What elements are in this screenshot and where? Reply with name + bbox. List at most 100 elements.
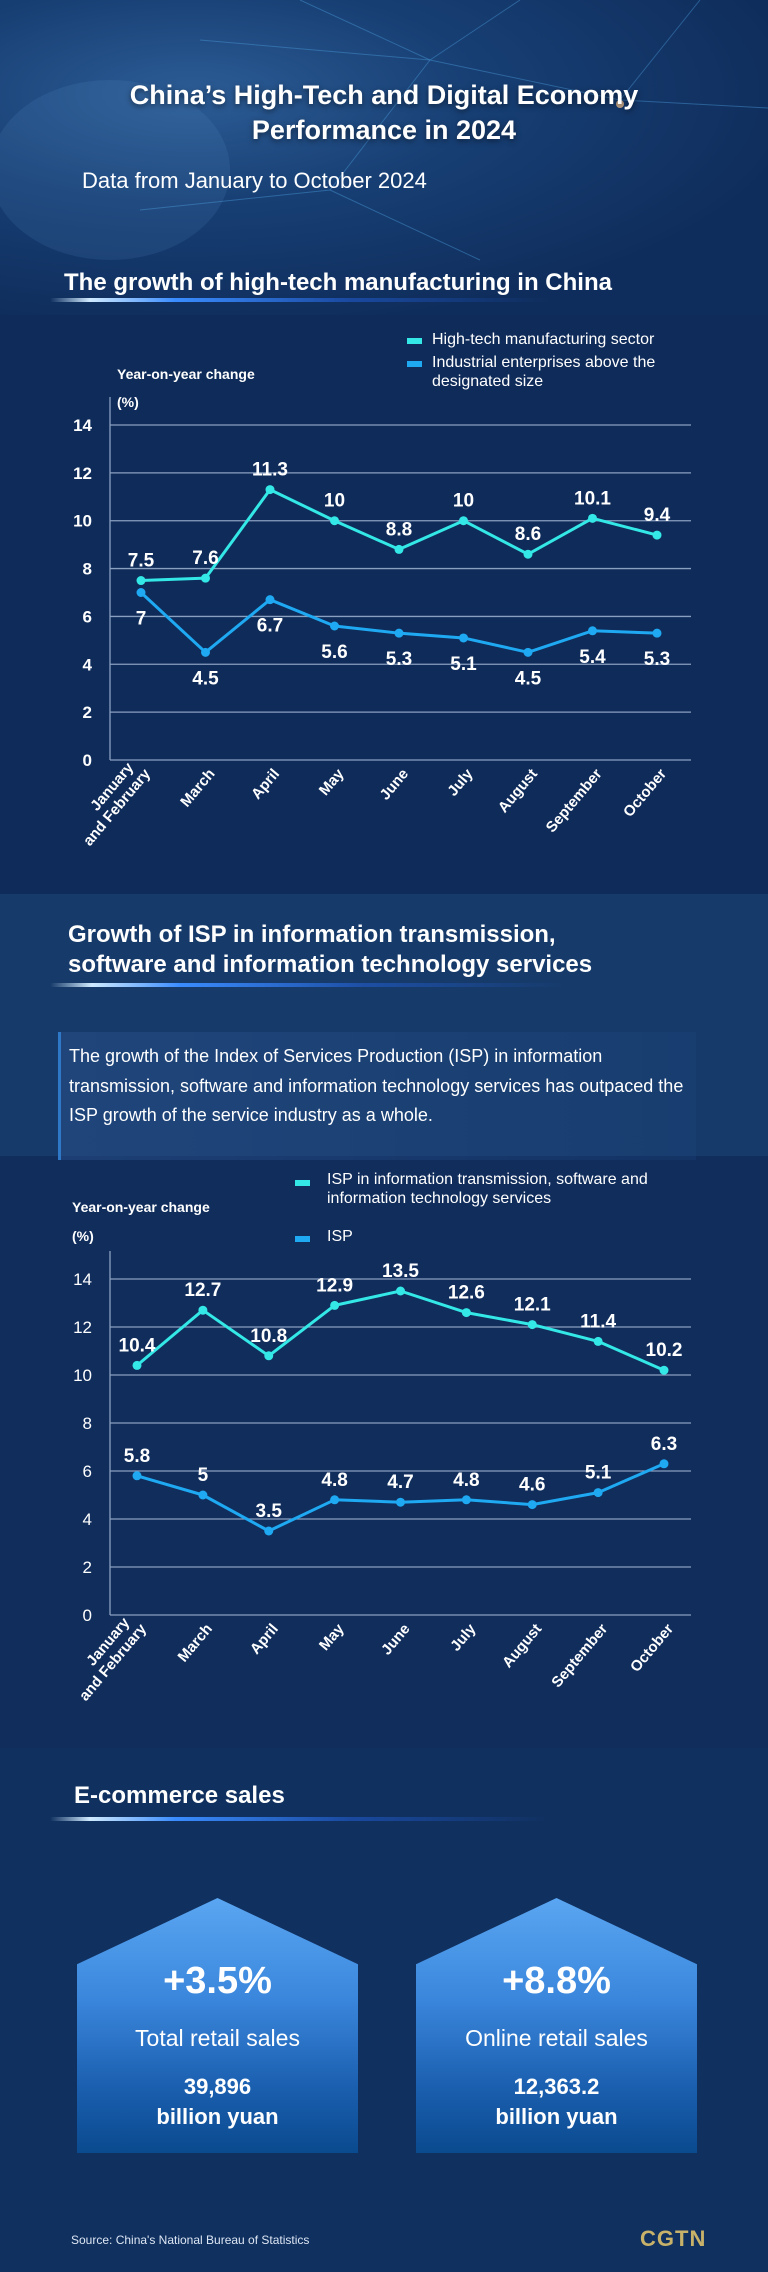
data-label: 6.7 [257, 616, 283, 637]
data-point [330, 621, 339, 631]
x-tick-label-text: July [444, 765, 477, 799]
data-label: 12.1 [514, 1295, 551, 1316]
x-tick-label-text: June [377, 766, 413, 804]
data-point [132, 1471, 142, 1481]
data-label: 12.9 [316, 1275, 353, 1296]
x-tick-label: August [495, 766, 541, 817]
data-label: 12.7 [184, 1280, 221, 1301]
data-label: 5 [198, 1465, 209, 1486]
data-point [523, 549, 533, 559]
total-retail-label: Total retail sales [135, 2025, 300, 2051]
y-tick-label: 14 [73, 416, 92, 435]
x-tick-label-text: June [378, 1621, 414, 1659]
data-label: 4.8 [453, 1470, 479, 1491]
y-tick-label: 2 [83, 1558, 92, 1577]
network-background-graphic [0, 0, 768, 261]
data-label: 4.7 [387, 1472, 413, 1493]
x-tick-label: April [248, 766, 283, 803]
x-tick-label: September [548, 1621, 611, 1691]
total-retail-value: 39,896 [183, 2074, 252, 2099]
x-tick-label: August [499, 1621, 545, 1672]
legend-marker-high-tech [407, 338, 422, 344]
x-tick-label-text: October [620, 766, 670, 821]
data-label: 4.5 [192, 668, 219, 689]
data-point [461, 1495, 471, 1505]
data-point [588, 513, 597, 523]
data-label: 5.4 [579, 647, 606, 668]
data-label: 7.5 [128, 551, 155, 572]
data-point [394, 544, 404, 554]
data-label: 9.4 [644, 505, 671, 526]
page-title-line2: Performance in 2024 [251, 115, 517, 145]
data-label: 13.5 [382, 1261, 419, 1282]
x-tick-label-text: April [248, 766, 283, 803]
data-point [459, 516, 468, 526]
data-point [201, 573, 210, 583]
x-tick-label: July [444, 765, 477, 799]
x-tick-label: April [247, 1621, 282, 1658]
data-point [198, 1490, 208, 1500]
source-note: Source: China's National Bureau of Stati… [71, 2233, 310, 2247]
x-tick-label: September [543, 766, 606, 836]
data-label: 8.6 [515, 524, 541, 545]
data-label: 5.1 [585, 1463, 612, 1484]
chart1-panel [0, 315, 768, 894]
chart2-panel [0, 1156, 768, 1748]
y-tick-label: 12 [73, 1318, 92, 1337]
x-tick-label: July [447, 1620, 480, 1654]
data-point [527, 1500, 537, 1510]
data-point [265, 595, 275, 605]
data-label: 4.8 [321, 1470, 347, 1491]
y-tick-label: 6 [83, 1462, 92, 1481]
x-tick-label: May [316, 1620, 348, 1654]
data-point [330, 1495, 340, 1505]
chart1-yunit: (%) [117, 394, 139, 410]
data-label: 7.6 [192, 548, 218, 569]
series-line-1 [139, 591, 658, 654]
data-point [136, 588, 146, 597]
chart2-ylabel: Year-on-year change [72, 1199, 210, 1215]
legend-isp-it: ISP in information transmission, softwar… [327, 1171, 648, 1207]
legend-marker-isp [295, 1236, 310, 1242]
hero-banner [0, 0, 768, 315]
heading-underline [50, 983, 570, 987]
online-retail-label: Online retail sales [465, 2025, 648, 2051]
data-label: 11.3 [252, 460, 288, 481]
online-retail-value: 12,363.2 [513, 2074, 600, 2099]
data-point [396, 1286, 405, 1296]
y-tick-label: 0 [83, 1606, 92, 1625]
data-point [265, 485, 275, 495]
y-tick-label: 10 [73, 1366, 92, 1385]
y-tick-label: 8 [83, 560, 92, 579]
y-tick-label: 0 [83, 751, 92, 770]
y-tick-label: 10 [73, 512, 92, 531]
data-label: 11.4 [580, 1311, 616, 1332]
legend-marker-isp-it [295, 1180, 310, 1186]
data-point [659, 1459, 669, 1469]
cgtn-logo: CGTN [640, 2226, 707, 2251]
x-tick-label: March [177, 766, 218, 811]
x-tick-label: October [627, 1621, 677, 1676]
data-label: 5.1 [450, 654, 477, 675]
y-tick-label: 8 [83, 1414, 92, 1433]
data-point [198, 1305, 208, 1315]
legend-high-tech: High-tech manufacturing sector [432, 331, 655, 348]
data-label: 10.1 [574, 488, 611, 509]
online-retail-unit: billion yuan [495, 2104, 618, 2129]
section3-heading: E-commerce sales [74, 1782, 285, 1809]
data-label: 4.5 [515, 668, 542, 689]
heading-underline [50, 1817, 550, 1821]
data-point [659, 1365, 669, 1375]
section1-heading: The growth of high-tech manufacturing in… [64, 269, 612, 296]
data-point [652, 530, 662, 540]
x-tick-label-text: March [177, 766, 218, 811]
data-label: 5.3 [644, 649, 670, 670]
chart2-yunit: (%) [72, 1228, 94, 1244]
data-point [461, 1308, 471, 1318]
data-label: 5.6 [321, 642, 347, 663]
data-label: 12.6 [448, 1283, 485, 1304]
data-point [527, 1320, 537, 1330]
heading-underline [50, 298, 550, 302]
